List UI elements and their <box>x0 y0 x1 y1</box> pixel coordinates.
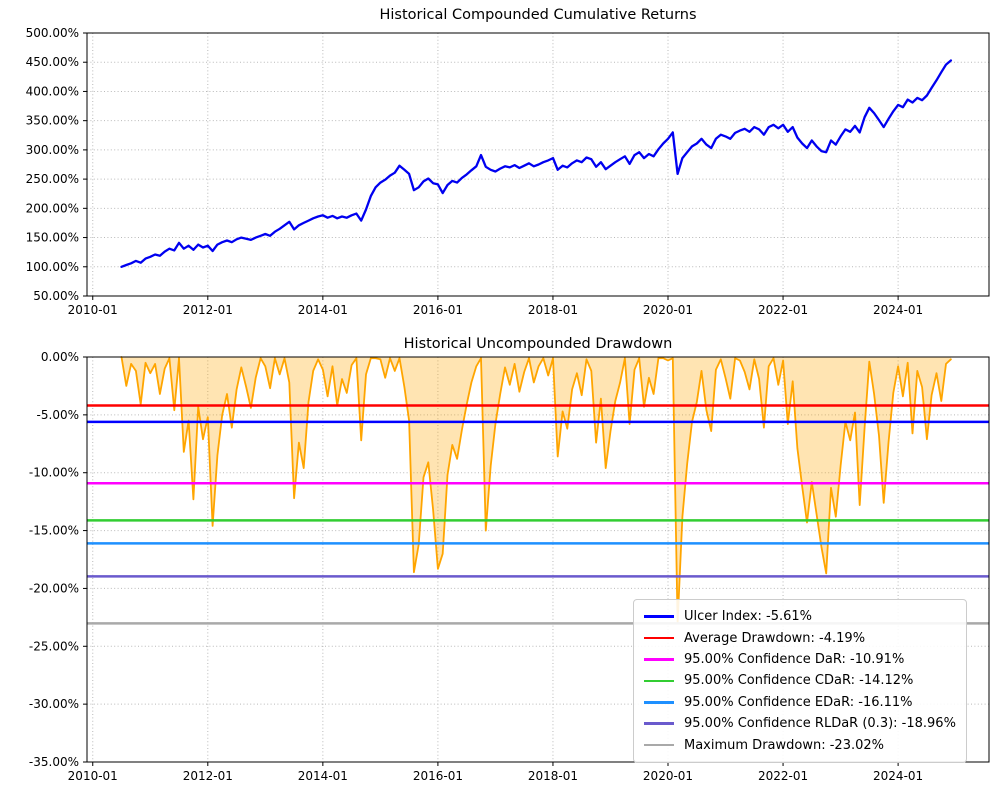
x-tick-label: 2020-01 <box>643 769 693 783</box>
legend-entry: 95.00% Confidence EDaR: -16.11% <box>644 692 956 713</box>
y-tick-label: 400.00% <box>26 84 79 98</box>
y-tick-label: -35.00% <box>29 755 79 769</box>
legend-line-swatch <box>644 658 674 661</box>
legend-line-swatch <box>644 743 674 747</box>
drawdown-chart-title: Historical Uncompounded Drawdown <box>403 336 673 352</box>
legend-label: 95.00% Confidence EDaR: -16.11% <box>684 694 913 710</box>
y-tick-label: 100.00% <box>26 260 79 274</box>
legend-entry: Maximum Drawdown: -23.02% <box>644 734 956 755</box>
x-tick-label: 2018-01 <box>528 769 578 783</box>
y-tick-label: 500.00% <box>26 26 79 40</box>
legend-entry: Average Drawdown: -4.19% <box>644 627 956 648</box>
y-tick-label: 450.00% <box>26 55 79 69</box>
legend-line-swatch <box>644 679 674 683</box>
legend-line-swatch <box>644 722 674 725</box>
y-tick-label: 150.00% <box>26 231 79 245</box>
y-tick-label: -30.00% <box>29 697 79 711</box>
y-tick-label: 200.00% <box>26 201 79 215</box>
legend-entry: Ulcer Index: -5.61% <box>644 606 956 627</box>
x-tick-label: 2020-01 <box>643 303 693 317</box>
x-tick-label: 2012-01 <box>183 303 233 317</box>
x-tick-label: 2016-01 <box>413 303 463 317</box>
x-tick-label: 2022-01 <box>758 769 808 783</box>
drawdown-legend: Ulcer Index: -5.61% Average Drawdown: -4.… <box>633 599 967 763</box>
legend-line-swatch <box>644 700 674 704</box>
y-tick-label: -25.00% <box>29 639 79 653</box>
axes-spine <box>86 356 990 763</box>
x-tick-label: 2024-01 <box>873 769 923 783</box>
drawdown-area <box>121 357 951 624</box>
y-tick-label: -15.00% <box>29 524 79 538</box>
legend-line-swatch <box>644 615 674 618</box>
drawdown-line <box>120 356 952 624</box>
y-tick-label: 350.00% <box>26 114 79 128</box>
x-tick-label: 2016-01 <box>413 769 463 783</box>
cumulative-returns-plot: 500.00% 450.00% 400.00% 350.00% 300.00% 250.0… <box>26 26 990 317</box>
legend-line-swatch <box>644 636 674 640</box>
x-tick-label: 2012-01 <box>183 769 233 783</box>
legend-entry: 95.00% Confidence DaR: -10.91% <box>644 649 956 670</box>
legend-entry: 95.00% Confidence CDaR: -14.12% <box>644 670 956 691</box>
legend-label: 95.00% Confidence CDaR: -14.12% <box>684 673 914 689</box>
y-tick-label: 50.00% <box>33 289 79 303</box>
y-tick-label: -10.00% <box>29 466 79 480</box>
x-tick-label: 2018-01 <box>528 303 578 317</box>
x-tick-label: 2014-01 <box>298 303 348 317</box>
axes-spine <box>86 32 990 297</box>
x-tick-label: 2010-01 <box>68 303 118 317</box>
drawdown-plot: 0.00% -5.00% -10.00% -15.00% -20.00% -25.00% -… <box>29 350 990 783</box>
legend-label: 95.00% Confidence RLDaR (0.3): -18.96% <box>684 716 956 732</box>
legend-entry: 95.00% Confidence RLDaR (0.3): -18.96% <box>644 713 956 734</box>
y-tick-label: -20.00% <box>29 581 79 595</box>
legend-label: Average Drawdown: -4.19% <box>684 630 866 646</box>
legend-label: 95.00% Confidence DaR: -10.91% <box>684 651 905 667</box>
x-tick-label: 2010-01 <box>68 769 118 783</box>
returns-chart-title: Historical Compounded Cumulative Returns <box>379 7 697 23</box>
x-tick-label: 2014-01 <box>298 769 348 783</box>
y-tick-label: 0.00% <box>41 350 79 364</box>
y-tick-label: -5.00% <box>37 408 79 422</box>
x-tick-label: 2024-01 <box>873 303 923 317</box>
legend-label: Ulcer Index: -5.61% <box>684 609 813 625</box>
x-tick-label: 2022-01 <box>758 303 808 317</box>
legend-label: Maximum Drawdown: -23.02% <box>684 737 884 753</box>
y-tick-label: 300.00% <box>26 143 79 157</box>
y-tick-label: 250.00% <box>26 172 79 186</box>
cumulative-return-line <box>120 59 953 268</box>
